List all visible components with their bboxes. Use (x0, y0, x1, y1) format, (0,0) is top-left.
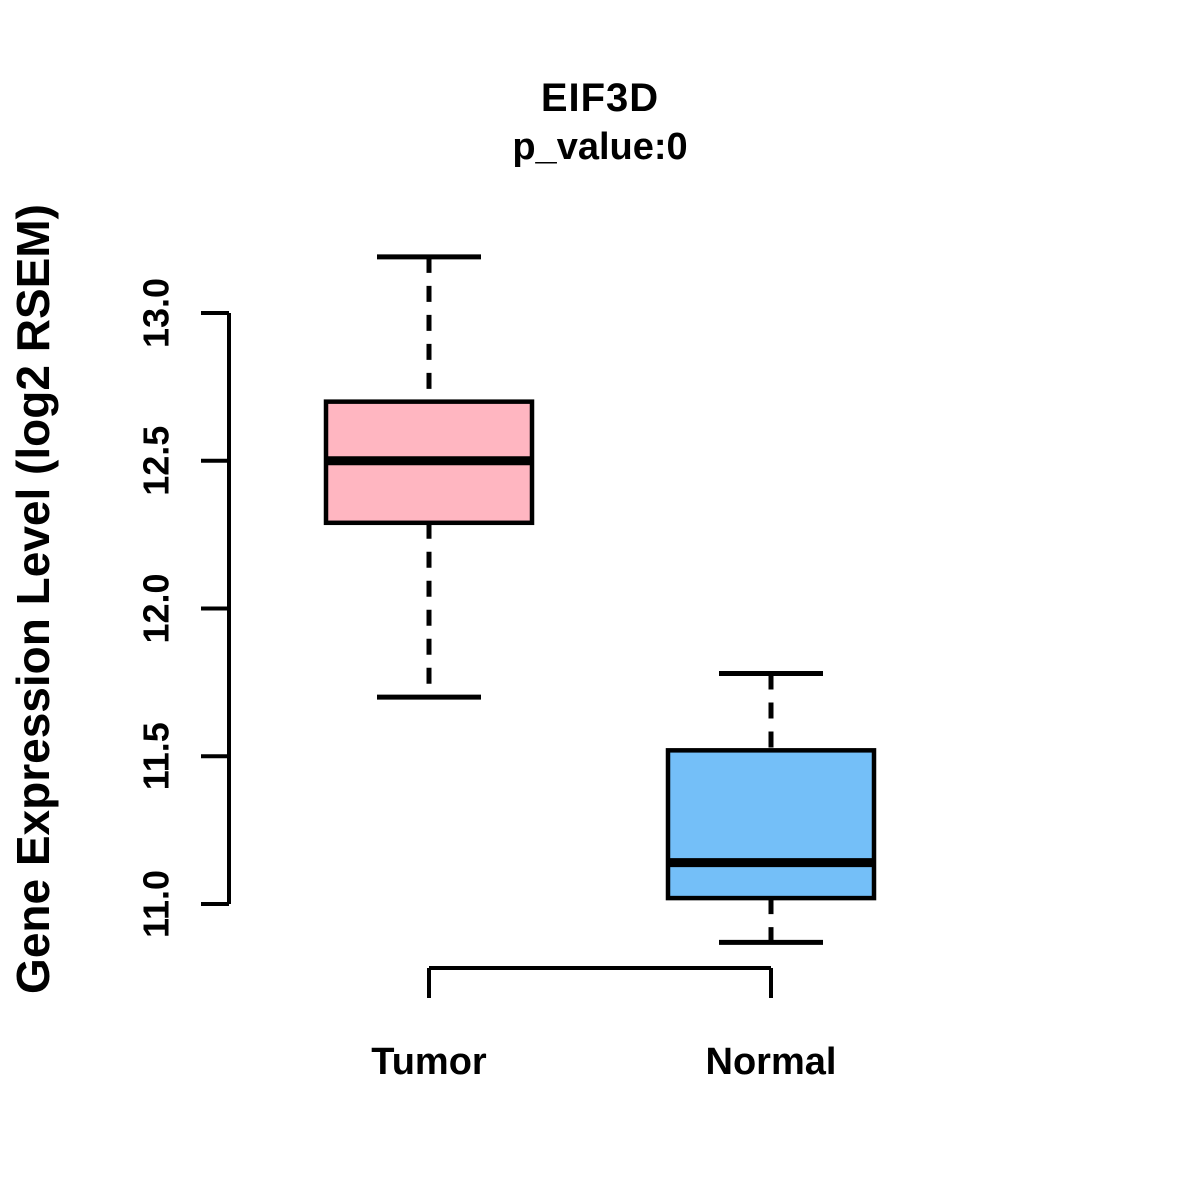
y-tick-label: 12.5 (136, 426, 177, 496)
normal-iqr-box (665, 748, 877, 901)
y-axis-title: Gene Expression Level (log2 RSEM) (7, 204, 59, 994)
category-label-tumor: Tumor (371, 1041, 487, 1083)
chart-subtitle: p_value:0 (512, 126, 688, 168)
chart-title: EIF3D (540, 76, 660, 120)
y-tick-label: 11.0 (136, 870, 177, 938)
y-tick-label: 12.0 (136, 573, 177, 643)
y-tick-label: 13.0 (136, 278, 177, 348)
category-label-normal: Normal (706, 1041, 837, 1083)
y-tick-label: 11.5 (136, 722, 177, 790)
